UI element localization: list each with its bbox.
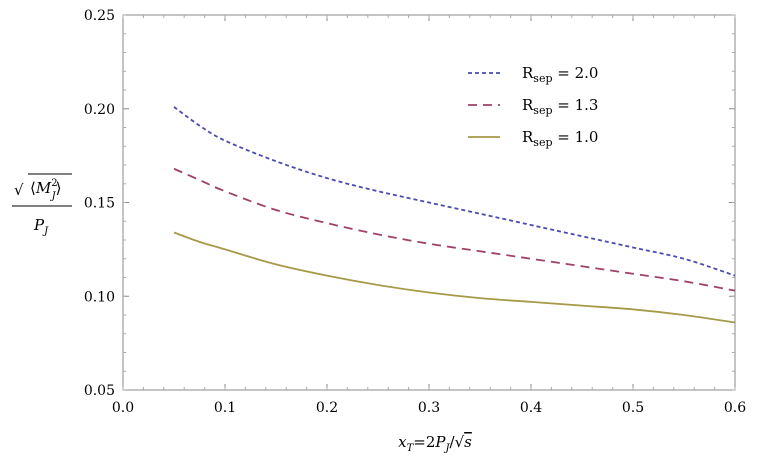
y-tick-label: 0.10: [84, 289, 115, 305]
xlabel-slash: /: [450, 433, 456, 451]
ylabel-p-sub: J: [42, 226, 49, 237]
xlabel-eq: =2: [413, 433, 435, 451]
legend-label-2: Rsep = 1.3: [522, 96, 598, 117]
legend-label-1: Rsep = 2.0: [522, 64, 598, 85]
ylabel-rangle: ⟩: [56, 179, 62, 197]
x-axis-label: xT=2PJ/√s: [398, 433, 472, 454]
y-axis-label: √ ⟨M2 J⟩ PJ: [12, 173, 72, 237]
xlabel-x-sub: T: [407, 443, 415, 454]
x-tick-label: 0.1: [214, 400, 236, 416]
series-line-1: [173, 106, 736, 277]
legend-label-3: Rsep = 1.0: [522, 128, 598, 149]
svg-text:⟨M2J⟩: ⟨M2 J⟩: [30, 178, 61, 202]
x-tick-label: 0.0: [112, 400, 134, 416]
y-tick-label: 0.20: [84, 102, 115, 118]
svg-text:√: √: [14, 181, 24, 199]
series-lines: [173, 106, 736, 324]
x-tick-label: 0.5: [622, 400, 644, 416]
ylabel-m: M: [35, 179, 52, 197]
xlabel-p-sub: J: [444, 443, 451, 454]
y-tick-label: 0.15: [84, 196, 115, 212]
legend: Rsep = 2.0 Rsep = 1.3 Rsep = 1.0: [468, 64, 598, 149]
x-tick-label: 0.6: [724, 400, 746, 416]
svg-text:PJ: PJ: [33, 216, 49, 237]
x-tick-label: 0.4: [520, 400, 542, 416]
y-tick-label: 0.25: [84, 8, 115, 24]
xlabel-s: s: [464, 433, 472, 451]
ylabel-m-sup: 2: [51, 178, 57, 189]
series-line-3: [173, 231, 736, 324]
y-tick-label: 0.05: [84, 383, 115, 399]
ylabel-sqrt: √: [14, 181, 24, 199]
x-tick-label: 0.2: [316, 400, 338, 416]
series-line-2: [173, 167, 736, 292]
x-tick-label: 0.3: [418, 400, 440, 416]
ylabel-langle: ⟨: [30, 179, 36, 197]
xlabel-sqrt: √: [455, 433, 465, 451]
ylabel-m-sub: J: [50, 191, 57, 202]
xlabel-p: P: [434, 433, 446, 451]
ticks: 0.0 0.1 0.2 0.3 0.4 0.5 0.6 0.05 0.10 0.15 0.20 0.2…: [84, 8, 746, 416]
xlabel-x: x: [398, 433, 407, 451]
ylabel-p: P: [33, 216, 45, 234]
